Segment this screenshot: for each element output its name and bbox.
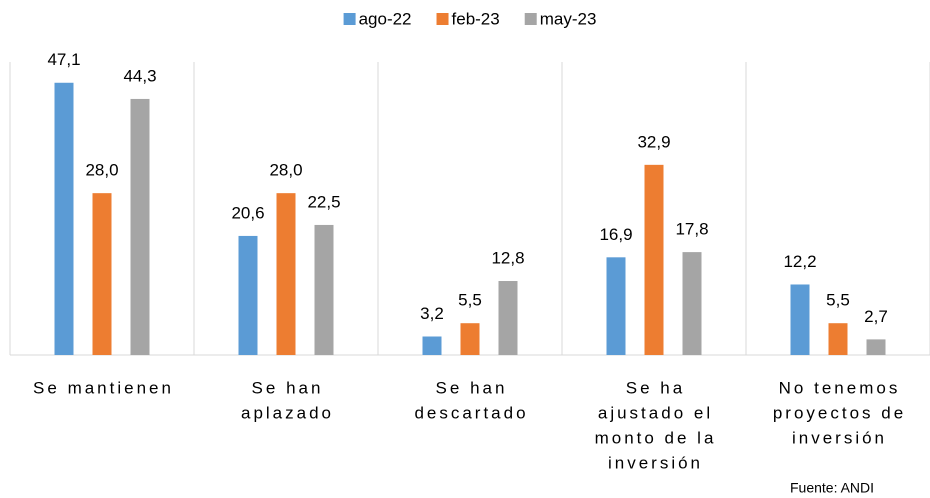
legend-swatch bbox=[436, 13, 449, 25]
x-tick-label: inversión bbox=[792, 428, 887, 447]
bar bbox=[498, 281, 518, 355]
data-label: 5,5 bbox=[458, 291, 482, 310]
x-tick-label: descartado bbox=[414, 403, 528, 422]
bar bbox=[314, 224, 334, 355]
data-label: 12,8 bbox=[491, 249, 524, 268]
x-tick-label: proyectos de bbox=[773, 403, 906, 422]
bar bbox=[130, 98, 150, 356]
data-label: 22,5 bbox=[307, 192, 340, 211]
legend-label: feb-23 bbox=[452, 9, 500, 28]
data-label: 17,8 bbox=[675, 220, 708, 239]
bar bbox=[790, 284, 810, 355]
x-tick-label: No tenemos bbox=[779, 378, 901, 397]
x-tick-label: inversión bbox=[608, 453, 703, 472]
bar bbox=[238, 235, 258, 355]
data-label: 28,0 bbox=[85, 161, 118, 180]
data-label: 28,0 bbox=[269, 161, 302, 180]
bar bbox=[422, 336, 442, 355]
bar bbox=[460, 323, 480, 355]
data-label: 3,2 bbox=[420, 304, 444, 323]
data-label: 16,9 bbox=[599, 225, 632, 244]
source-note: Fuente: ANDI bbox=[790, 480, 874, 496]
bar bbox=[828, 323, 848, 355]
x-tick-label: Se mantienen bbox=[33, 378, 174, 397]
data-label: 5,5 bbox=[826, 291, 850, 310]
data-label: 20,6 bbox=[231, 203, 264, 222]
x-tick-label: Se ha bbox=[626, 378, 685, 397]
data-label: 12,2 bbox=[783, 252, 816, 271]
data-label: 2,7 bbox=[864, 307, 888, 326]
bar bbox=[644, 164, 664, 355]
bar bbox=[682, 252, 702, 355]
x-tick-label: aplazado bbox=[241, 403, 334, 422]
x-tick-label: Se han bbox=[436, 378, 508, 397]
data-label: 44,3 bbox=[123, 66, 156, 85]
legend-label: ago-22 bbox=[359, 9, 412, 28]
x-tick-label: monto de la bbox=[595, 428, 717, 447]
bar bbox=[54, 82, 74, 356]
data-label: 47,1 bbox=[47, 50, 80, 69]
bar bbox=[92, 193, 112, 355]
data-label: 32,9 bbox=[637, 132, 670, 151]
x-tick-label: ajustado el bbox=[598, 403, 713, 422]
legend-swatch bbox=[343, 13, 356, 25]
bar bbox=[606, 257, 626, 355]
bar bbox=[866, 339, 886, 355]
legend-label: may-23 bbox=[540, 9, 597, 28]
legend-swatch bbox=[524, 13, 537, 25]
bar bbox=[276, 193, 296, 355]
x-tick-label: Se han bbox=[252, 378, 324, 397]
